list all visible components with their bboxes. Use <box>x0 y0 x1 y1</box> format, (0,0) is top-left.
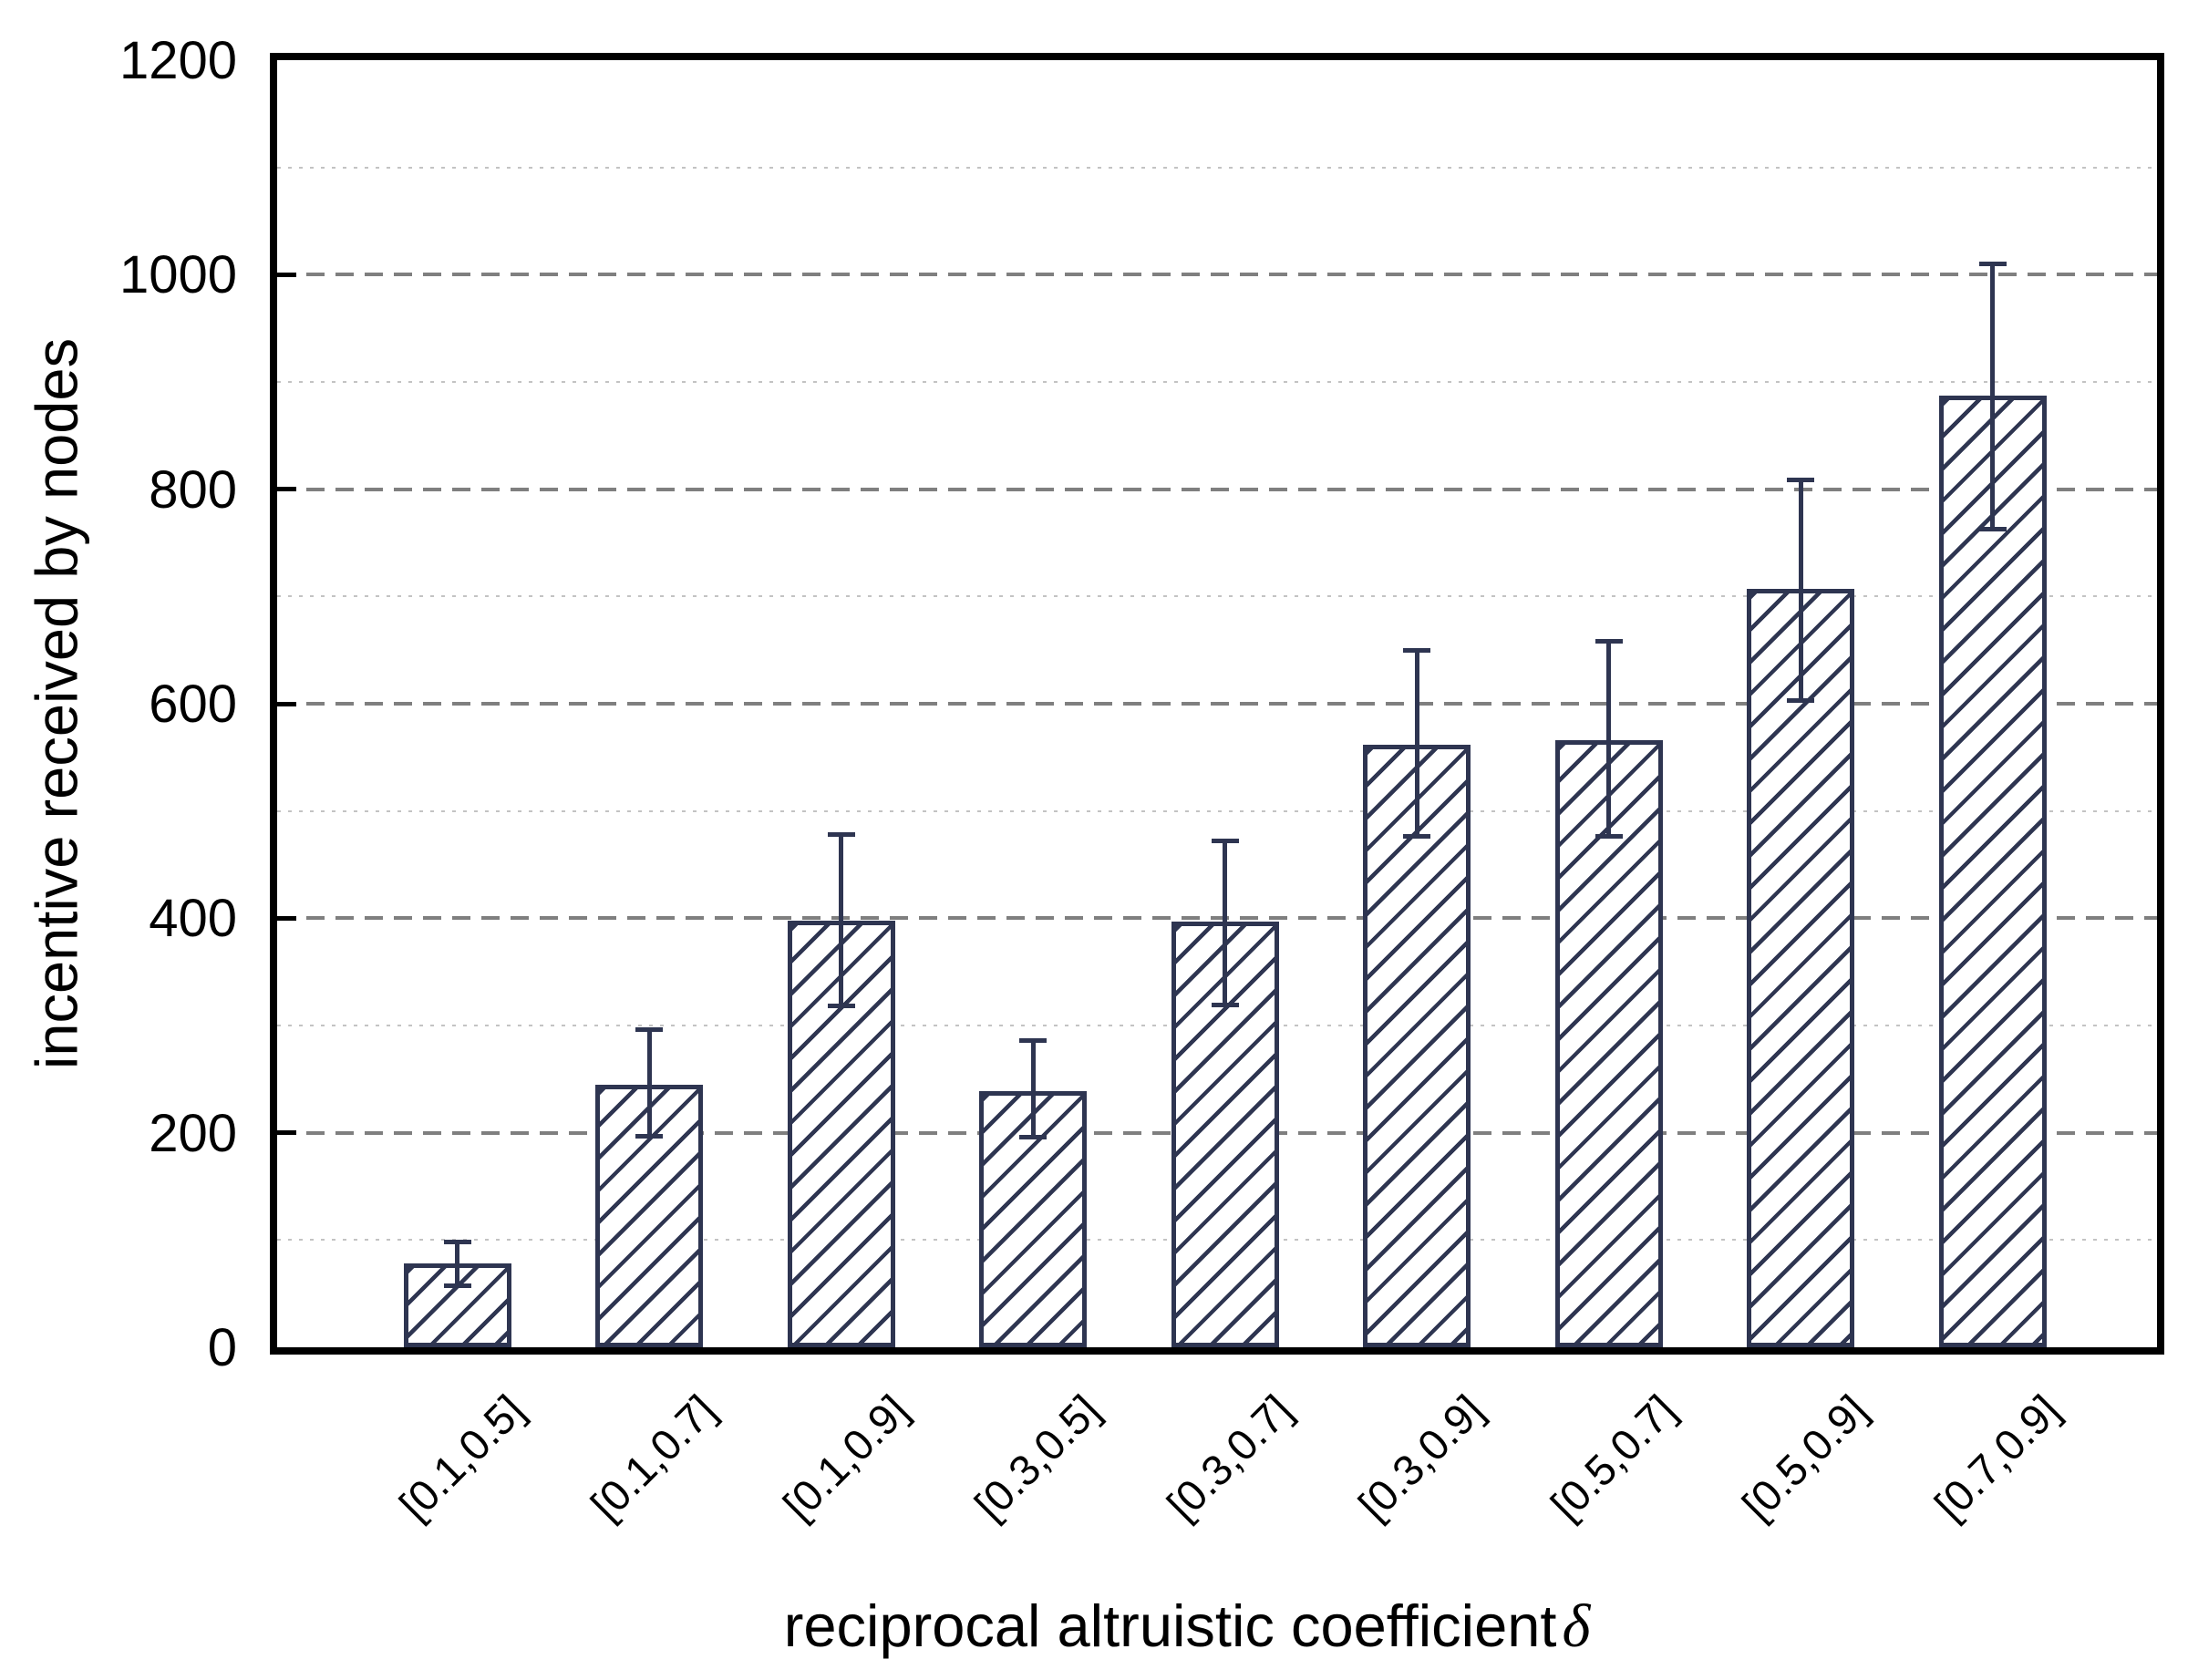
error-bar <box>1030 1040 1036 1138</box>
x-tick-label: [0.1,0.9] <box>773 1385 917 1530</box>
error-bar-cap-bottom <box>827 1004 855 1009</box>
x-tick-label: [0.5,0.7] <box>1541 1385 1685 1530</box>
y-tick <box>277 915 296 921</box>
y-tick-label: 400 <box>149 889 237 949</box>
error-bar-cap-top <box>1595 639 1623 644</box>
error-bar-cap-bottom <box>1787 697 1814 703</box>
gridline-minor <box>277 809 2157 812</box>
y-tick <box>277 272 296 277</box>
error-bar-cap-bottom <box>1403 834 1430 840</box>
y-tick <box>277 1130 296 1136</box>
bar <box>1747 589 1854 1347</box>
gridline-major <box>277 916 2157 921</box>
error-bar <box>1990 263 1995 530</box>
error-bar <box>839 834 843 1006</box>
bar <box>1554 740 1663 1347</box>
error-bar-cap-top <box>1211 839 1239 844</box>
y-tick-label: 200 <box>149 1103 237 1163</box>
error-bar-cap-bottom <box>443 1283 471 1289</box>
gridline-minor <box>277 381 2157 383</box>
error-bar <box>1414 650 1419 837</box>
y-tick-label: 1200 <box>119 31 237 90</box>
delta-symbol: δ <box>1562 1593 1591 1660</box>
error-bar-cap-bottom <box>1978 526 2007 531</box>
bar <box>1938 396 2047 1347</box>
x-axis-title: reciprocal altruistic coefficientδ <box>784 1592 1591 1662</box>
y-tick-label: 800 <box>149 459 237 520</box>
x-tick-label: [0.1,0.5] <box>389 1385 533 1530</box>
bar <box>1363 744 1471 1347</box>
error-bar-cap-top <box>1403 647 1430 653</box>
x-tick-label: [0.5,0.9] <box>1732 1385 1877 1530</box>
error-bar-cap-top <box>1787 477 1814 482</box>
error-bar-cap-bottom <box>1019 1134 1047 1139</box>
x-tick-label: [0.7,0.9] <box>1925 1385 2069 1530</box>
gridline-minor <box>277 166 2157 169</box>
error-bar-cap-bottom <box>1595 834 1623 840</box>
x-tick-label: [0.3,0.5] <box>965 1385 1109 1530</box>
y-axis-title: incentive received by nodes <box>23 337 90 1070</box>
gridline-major <box>277 702 2157 706</box>
plot-area <box>270 53 2164 1355</box>
y-tick-label: 1000 <box>119 245 237 305</box>
x-tick-label: [0.3,0.7] <box>1157 1385 1301 1530</box>
y-tick-label: 0 <box>207 1318 237 1377</box>
error-bar <box>1223 840 1227 1005</box>
x-axis-title-text: reciprocal altruistic coefficient <box>783 1592 1557 1659</box>
error-bar-cap-top <box>635 1027 663 1033</box>
error-bar-cap-top <box>1019 1037 1047 1043</box>
x-tick-label: [0.3,0.9] <box>1348 1385 1493 1530</box>
error-bar-cap-top <box>443 1240 471 1245</box>
error-bar-cap-top <box>1978 262 2007 267</box>
error-bar <box>455 1242 459 1286</box>
error-bar-cap-bottom <box>1211 1003 1239 1008</box>
error-bar <box>1798 479 1803 701</box>
error-bar-cap-bottom <box>635 1133 663 1139</box>
error-bar <box>1606 641 1611 837</box>
y-tick-label: 600 <box>149 675 237 734</box>
error-bar-cap-top <box>827 832 855 838</box>
gridline-minor <box>277 595 2157 598</box>
x-tick-label: [0.1,0.7] <box>581 1385 726 1530</box>
error-bar <box>646 1029 652 1137</box>
gridline-major <box>277 273 2157 277</box>
gridline-major <box>277 487 2157 491</box>
y-tick <box>277 701 296 706</box>
y-tick <box>277 487 296 492</box>
